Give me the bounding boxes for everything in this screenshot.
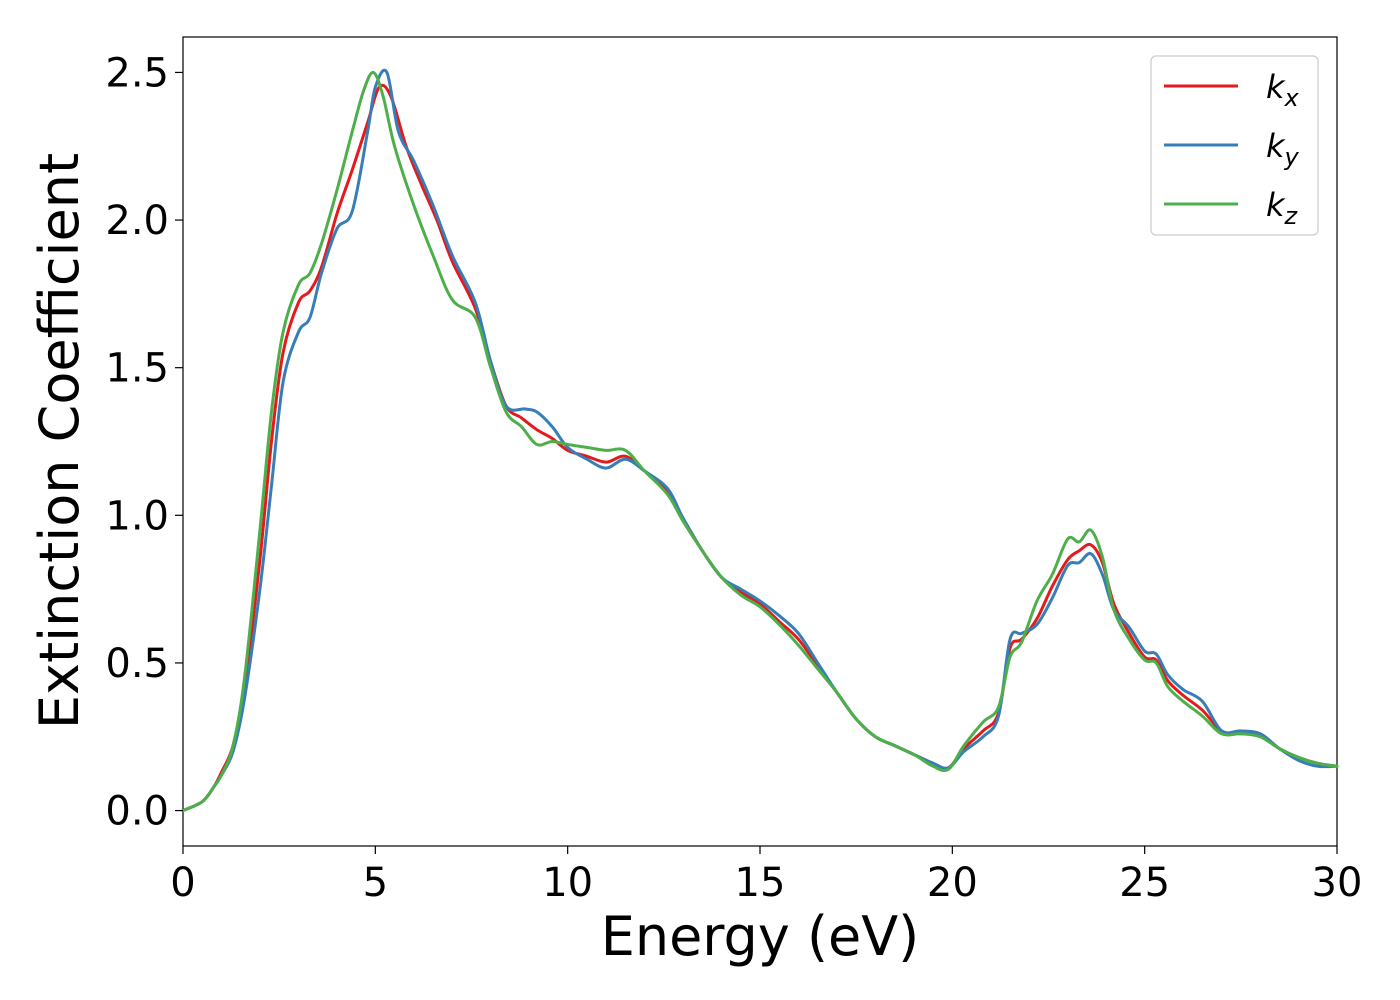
series-lines [181, 68, 1339, 813]
y-tick-label: 2.5 [105, 50, 169, 96]
legend-label-ky: ky [1266, 127, 1300, 171]
x-tick-label: 5 [363, 860, 388, 906]
y-tick-label: 0.0 [105, 789, 169, 835]
x-axis-label: Energy (eV) [601, 905, 920, 968]
y-tick-label: 0.5 [105, 641, 169, 687]
x-tick-label: 10 [542, 860, 593, 906]
y-tick-label: 2.0 [105, 198, 169, 244]
x-axis-ticks: 0 5 10 15 20 25 30 [170, 846, 1362, 906]
legend: kx ky kz [1150, 55, 1319, 236]
x-tick-label: 15 [735, 860, 786, 906]
y-axis-ticks: 0.0 0.5 1.0 1.5 2.0 2.5 [105, 50, 183, 835]
x-tick-label: 25 [1119, 860, 1170, 906]
series-line-ky [181, 68, 1339, 813]
x-tick-label: 20 [927, 860, 978, 906]
y-tick-label: 1.0 [105, 493, 169, 539]
legend-label-kz: kz [1266, 186, 1299, 230]
series-line-kz [181, 70, 1339, 813]
x-tick-label: 0 [170, 860, 195, 906]
x-tick-label: 30 [1312, 860, 1363, 906]
y-tick-label: 1.5 [105, 346, 169, 392]
legend-label-kx: kx [1266, 68, 1300, 112]
y-axis-label: Extinction Coefficient [28, 153, 91, 729]
